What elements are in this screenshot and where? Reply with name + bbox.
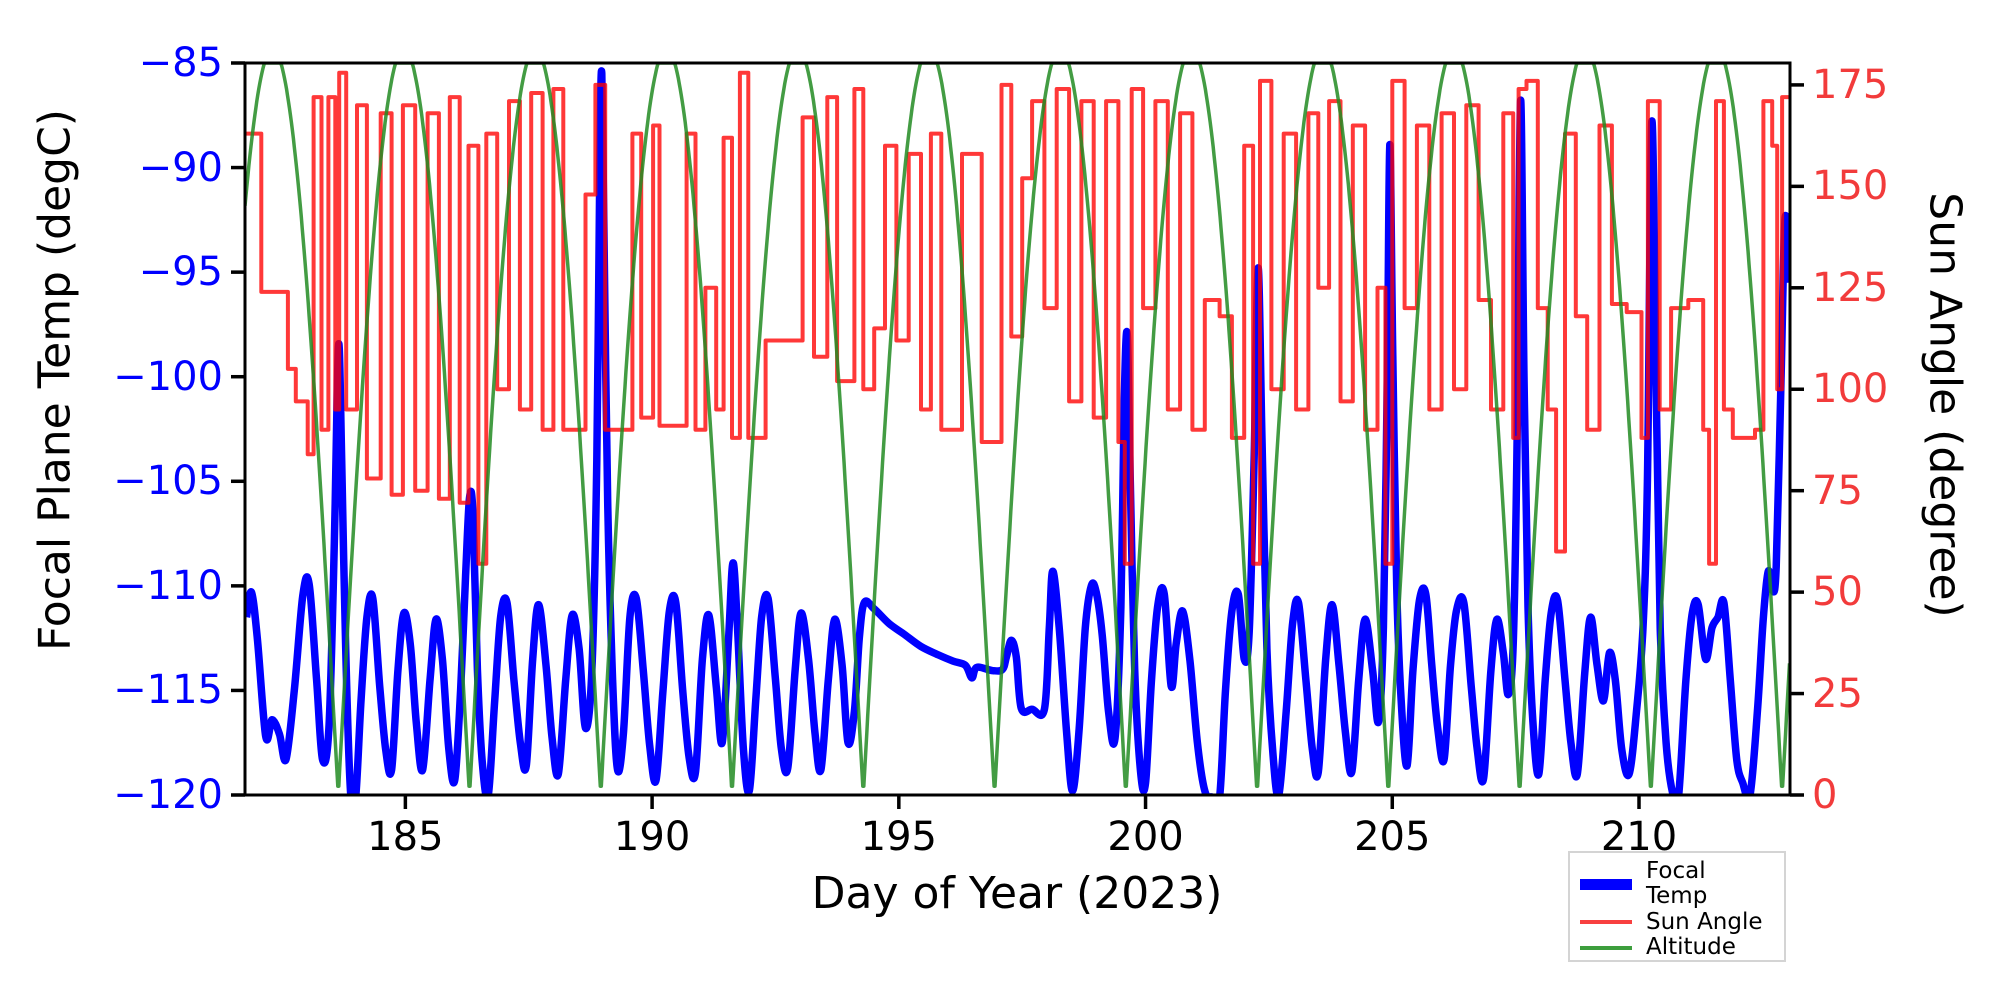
sun-angle-line-swatch	[1580, 920, 1632, 925]
legend-label-altitude: Altitude	[1646, 933, 1736, 960]
y-tick-label-right: 100	[1812, 366, 1889, 413]
altitude-line-swatch	[1580, 945, 1632, 950]
y-tick-label-right: 75	[1812, 467, 1863, 514]
x-axis-label: Day of Year (2023)	[811, 868, 1223, 919]
y-tick-label-right: 25	[1812, 670, 1863, 717]
y-tick-label-left: −110	[113, 562, 223, 609]
altitude-line	[245, 63, 1790, 788]
plot-frame	[243, 61, 1792, 797]
y-tick-label-left: −85	[138, 40, 223, 86]
y-tick-label-right: 175	[1812, 61, 1889, 108]
y-tick-label-right: 0	[1812, 772, 1838, 818]
series-layer	[245, 63, 1790, 795]
legend-item-altitude: Altitude	[1580, 933, 1774, 960]
focal-temp-line	[245, 67, 1790, 795]
y-tick-label-left: −120	[113, 772, 223, 818]
y-tick-label-left: −100	[113, 353, 223, 400]
tick-marks	[231, 61, 1804, 809]
x-tick-label: 185	[367, 814, 444, 860]
x-tick-label: 200	[1107, 814, 1184, 860]
y-tick-label-right: 150	[1812, 163, 1889, 210]
focal-temp-line-swatch	[1580, 878, 1632, 890]
legend-label-focal-temp: Focal Temp	[1646, 858, 1708, 910]
sun-angle-line	[246, 70, 1790, 566]
legend-item-sun-angle: Sun Angle	[1580, 908, 1774, 935]
x-tick-label: 210	[1600, 814, 1678, 860]
y-tick-label-left: −95	[138, 249, 223, 296]
y-axis-label-left: Focal Plane Temp (degC)	[29, 109, 81, 651]
x-tick-label: 205	[1354, 814, 1431, 860]
y-tick-label-right: 125	[1812, 264, 1889, 311]
y-tick-label-left: −115	[113, 667, 223, 714]
y-tick-label-right: 50	[1812, 569, 1863, 616]
legend-item-focal-temp: Focal Temp	[1580, 858, 1774, 910]
legend: Focal Temp Sun Angle Altitude	[1568, 851, 1786, 962]
x-tick-label: 195	[860, 814, 937, 860]
y-tick-label-left: −90	[138, 144, 223, 191]
x-tick-label: 190	[613, 814, 691, 860]
y-axis-label-right: Sun Angle (degree)	[1919, 192, 1971, 618]
legend-label-sun-angle: Sun Angle	[1646, 908, 1763, 935]
y-tick-label-left: −105	[113, 458, 223, 505]
